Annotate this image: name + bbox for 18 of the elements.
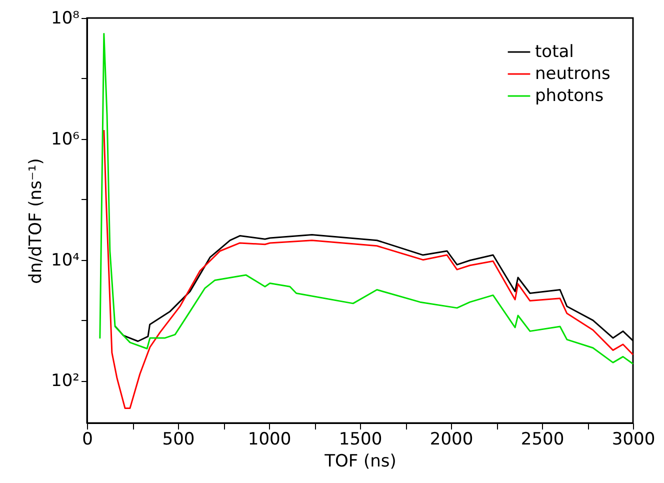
- x-tick-label: 500: [162, 430, 195, 450]
- legend-label: neutrons: [535, 64, 610, 84]
- x-tick-label: 0: [82, 430, 93, 450]
- line-series: [99, 32, 634, 365]
- y-tick-label: 10²: [51, 371, 80, 392]
- y-tick-label: 10⁸: [51, 8, 80, 28]
- y-axis-title: dn/dTOF (ns⁻¹): [26, 158, 46, 284]
- x-tick-label: 2500: [520, 430, 564, 450]
- y-tick-label: 10⁴: [51, 250, 80, 270]
- y-tick-label: 10⁶: [51, 129, 80, 150]
- legend-label: total: [535, 42, 574, 62]
- legend-label: photons: [535, 86, 604, 106]
- line-series: [103, 129, 634, 410]
- x-tick-label: 2000: [430, 430, 474, 450]
- x-axis-title: TOF (ns): [324, 452, 396, 472]
- x-tick-label: 1000: [248, 430, 292, 450]
- x-tick-label: 3000: [612, 430, 656, 450]
- x-tick-label: 1500: [338, 430, 382, 450]
